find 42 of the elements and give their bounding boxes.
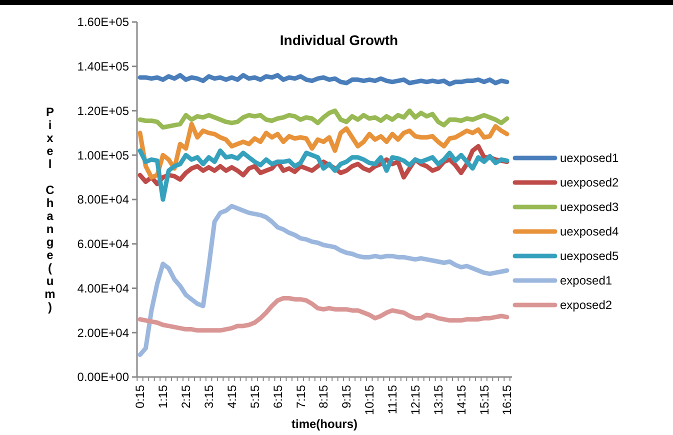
y-tick-label: 1.40E+05	[77, 60, 130, 74]
text: Individual Growth	[280, 32, 398, 48]
x-tick-label: 5:15	[248, 384, 262, 408]
y-tick-label: 6.00E+04	[77, 237, 130, 252]
y-axis-title: Pixel Change(um)	[43, 105, 57, 314]
x-tick-label: 3:15	[202, 384, 216, 408]
legend-label: uexposed4	[560, 224, 620, 239]
y-tick-label: 4.00E+04	[77, 281, 130, 296]
x-tick-label: 9:15	[340, 384, 354, 408]
x-tick-label: 7:15	[294, 384, 308, 408]
legend-label: exposed2	[560, 298, 612, 312]
legend-label: uexposed3	[560, 200, 620, 214]
legend-label: uexposed2	[560, 176, 620, 190]
legend-label: uexposed5	[560, 249, 620, 264]
y-tick-label: 2.00E+04	[77, 326, 130, 340]
line-series	[138, 148, 510, 202]
x-tick-label: 16:15	[500, 384, 514, 416]
x-tick-label: 11:15	[386, 384, 400, 414]
y-tick-label: 8.00E+04	[77, 192, 130, 207]
x-tick-label: 0:15	[133, 384, 148, 408]
line-series	[138, 108, 510, 130]
legend-label: uexposed1	[560, 151, 620, 166]
x-tick-label: 14:15	[454, 384, 468, 416]
y-tick-label: 1.20E+05	[77, 104, 130, 118]
x-tick-label: 15:15	[477, 384, 492, 416]
x-tick-label: 6:15	[270, 384, 285, 408]
x-tick-label: 12:15	[408, 384, 422, 416]
y-tick-label: 1.60E+05	[77, 15, 130, 30]
y-tick-label: 1.00E+05	[77, 148, 130, 162]
x-tick-label: 13:15	[431, 384, 446, 416]
x-tick-label: 8:15	[316, 384, 331, 408]
y-tick-label: 0.00E+00	[77, 370, 130, 384]
legend-label: exposed1	[560, 274, 612, 288]
x-tick-label: 2:15	[179, 384, 194, 408]
x-tick-label: 4:15	[224, 384, 239, 408]
x-axis-title: time(hours)	[292, 417, 358, 431]
line-series	[138, 296, 510, 333]
x-tick-label: 10:15	[362, 384, 377, 416]
x-tick-label: 1:15	[156, 384, 170, 408]
line-series	[138, 204, 510, 358]
line-series	[138, 122, 510, 180]
line-series	[138, 73, 510, 86]
